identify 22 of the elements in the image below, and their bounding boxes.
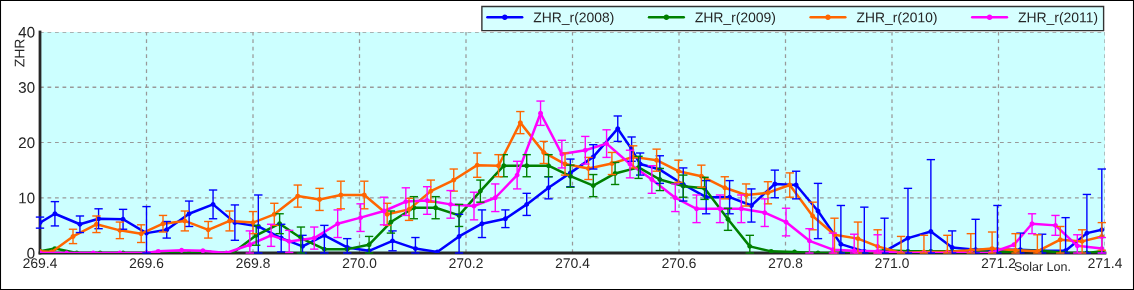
legend-label: ZHR_r(2008) (533, 12, 614, 26)
legend-label: ZHR_r(2009) (695, 12, 776, 26)
x-tick-label: 270.8 (768, 258, 803, 269)
x-axis-title: Solar Lon. (1014, 261, 1070, 272)
x-tick-label: 271.2 (981, 258, 1016, 268)
x-tick-label: 271.4 (1088, 258, 1122, 268)
x-tick-label: 270.2 (449, 258, 483, 269)
x-tick-label: 270.0 (342, 258, 377, 269)
x-tick-label: 269.4 (23, 258, 57, 269)
x-tick-label: 269.6 (129, 258, 164, 269)
x-tick-label: 271.0 (875, 258, 909, 269)
x-tick-label: 270.4 (555, 258, 590, 269)
y-tick-label: 0 (27, 247, 35, 259)
legend-label: ZHR_r(2010) (856, 12, 937, 26)
y-tick-label: 40 (18, 26, 35, 38)
y-tick-label: 10 (19, 192, 35, 204)
y-tick-label: 30 (18, 82, 35, 93)
x-tick-label: 269.8 (236, 258, 270, 269)
y-axis-title: ZHR (14, 39, 25, 67)
legend-label: ZHR_r(2011) (1018, 12, 1098, 26)
y-tick-label: 20 (18, 137, 35, 149)
x-tick-label: 270.6 (662, 258, 696, 269)
